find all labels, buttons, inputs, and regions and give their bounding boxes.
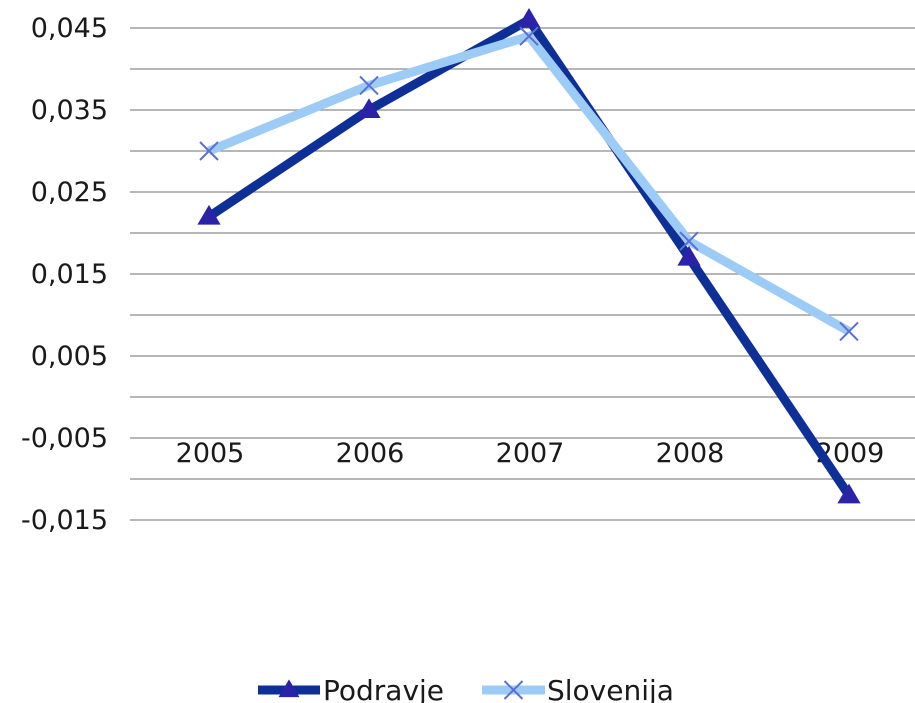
y-tick-label: 0,025 [31, 177, 108, 208]
x-axis-tick-labels: 2005 2006 2007 2008 2009 [176, 438, 885, 469]
legend: Podravje Slovenija [258, 674, 674, 703]
data-point-x [359, 75, 379, 96]
data-point-x [839, 321, 859, 342]
data-point-x [679, 231, 699, 251]
data-point-triangle [357, 98, 381, 118]
y-tick-label: -0,015 [21, 505, 108, 536]
x-tick-label: 2006 [336, 438, 405, 469]
data-point-triangle [677, 245, 701, 266]
x-tick-label: 2005 [176, 438, 245, 469]
legend-label: Slovenija [547, 674, 674, 703]
data-point-x [199, 141, 219, 161]
data-point-x [519, 26, 539, 46]
legend-label: Podravje [323, 674, 444, 703]
data-point-triangle [278, 679, 300, 698]
y-axis-tick-labels: 0,045 0,035 0,025 0,015 0,005 -0,005 -0,015 [21, 13, 108, 536]
legend-entry-slovenija: Slovenija [482, 674, 674, 703]
data-point-triangle [197, 204, 221, 225]
x-tick-label: 2008 [656, 438, 725, 469]
x-tick-label: 2007 [496, 438, 565, 469]
data-point-triangle [517, 8, 541, 28]
y-tick-label: 0,015 [31, 259, 108, 290]
series-line-slovenija [207, 30, 852, 336]
series-line-podravje [206, 13, 853, 498]
y-tick-label: -0,005 [21, 423, 108, 454]
series-lines [206, 13, 853, 498]
legend-entry-podravje: Podravje [258, 674, 444, 703]
y-tick-label: 0,035 [31, 95, 108, 126]
y-tick-label: 0,005 [31, 341, 108, 372]
y-tick-label: 0,045 [31, 13, 108, 44]
series-markers [197, 8, 861, 504]
data-point-triangle [837, 483, 861, 504]
data-point-x [503, 680, 524, 700]
